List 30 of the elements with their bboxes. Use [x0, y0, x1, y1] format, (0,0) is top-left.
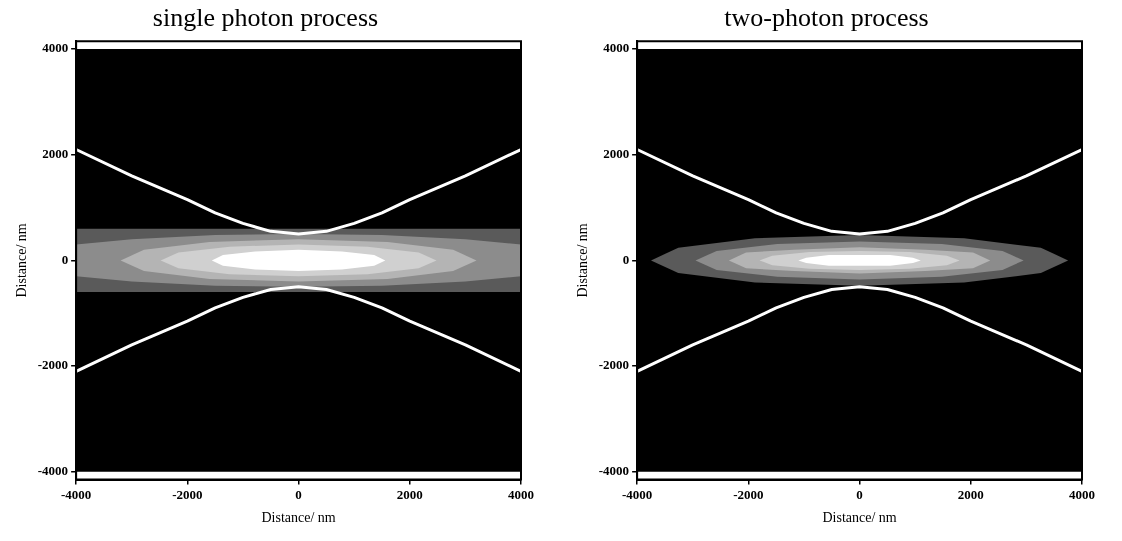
x-tick-label: 2000 [396, 486, 423, 502]
x-tick-label: 4000 [508, 486, 534, 502]
line-series [637, 285, 1082, 373]
x-tick-label: 0 [856, 486, 863, 502]
y-tick-label: -2000 [37, 357, 69, 373]
line-series [637, 147, 1082, 236]
y-tick-label: 4000 [603, 40, 630, 56]
y-axis-title: Distance/ nm [14, 223, 30, 298]
y-axis-title: Distance/ nm [575, 223, 591, 298]
x-axis-title: Distance/ nm [261, 510, 336, 526]
x-tick-label: 2000 [957, 486, 984, 502]
y-tick-label: 2000 [42, 146, 69, 162]
line-series [76, 147, 521, 236]
y-tick-label: -4000 [598, 463, 630, 479]
x-tick-label: -4000 [60, 486, 92, 502]
x-tick-label: 4000 [1069, 486, 1095, 502]
x-tick-label: -4000 [621, 486, 653, 502]
x-tick-label: 0 [295, 486, 302, 502]
y-tick-label: -2000 [598, 357, 630, 373]
y-tick-label: 2000 [603, 146, 630, 162]
chart-title: single photon process [152, 3, 379, 33]
y-tick-label: 0 [61, 251, 69, 267]
y-tick-label: 0 [622, 251, 630, 267]
x-axis-title: Distance/ nm [822, 510, 897, 526]
line-series [76, 285, 521, 373]
y-tick-label: 4000 [42, 40, 69, 56]
y-tick-label: -4000 [37, 463, 69, 479]
x-tick-label: -2000 [733, 486, 764, 502]
chart-title: two-photon process [724, 3, 929, 33]
x-tick-label: -2000 [172, 486, 203, 502]
